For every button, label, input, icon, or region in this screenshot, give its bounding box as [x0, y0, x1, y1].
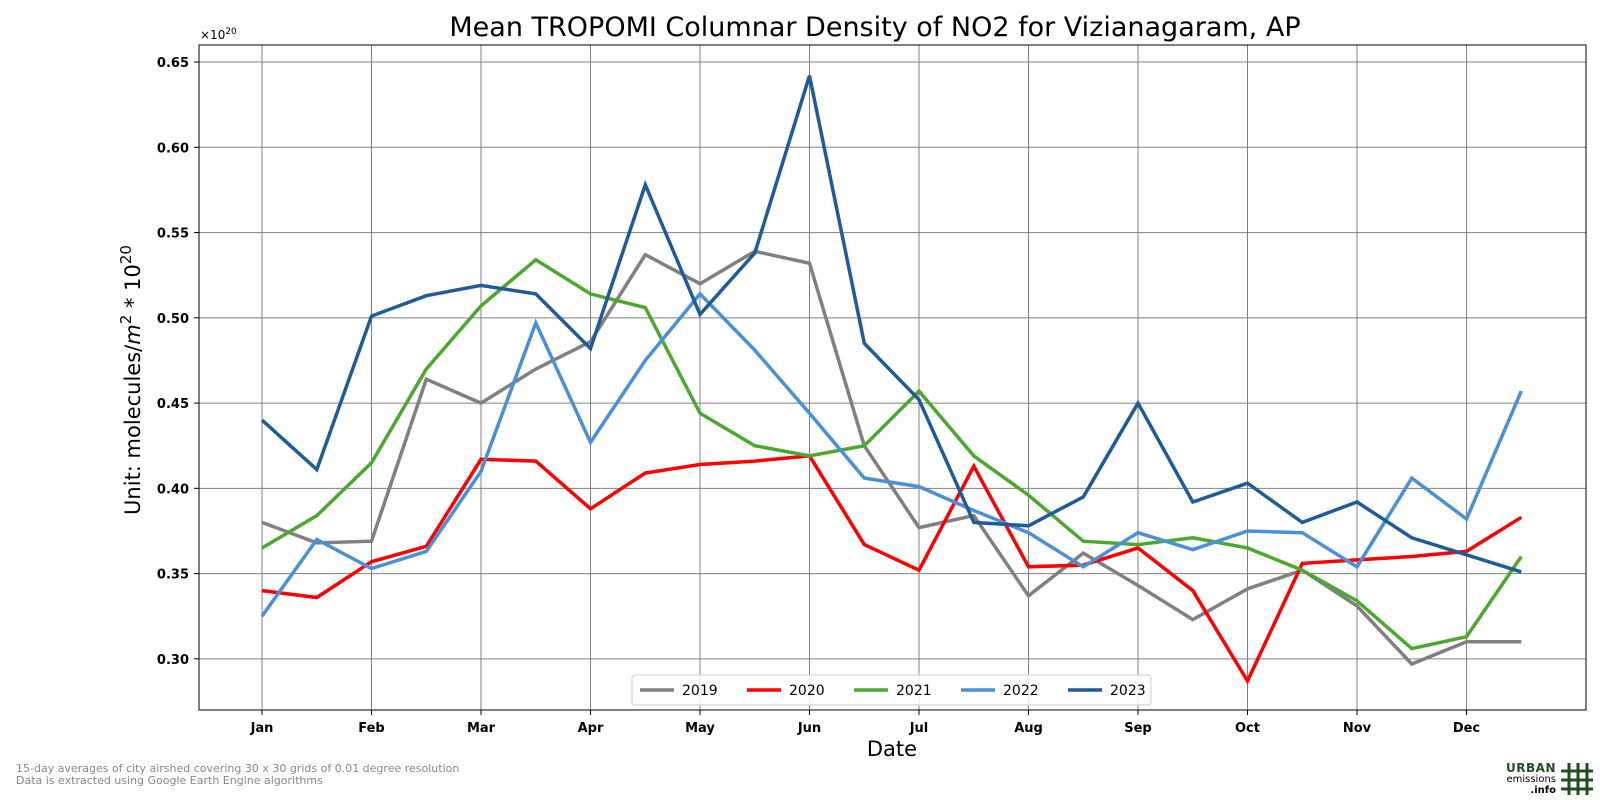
legend-label-2020: 2020 — [789, 683, 825, 699]
grid-logo-icon — [1561, 763, 1593, 795]
logo-info-text: .info — [1530, 784, 1556, 796]
y-tick-label: 0.55 — [157, 227, 189, 242]
x-tick-label: Jan — [250, 721, 274, 736]
x-axis-title: Date — [867, 737, 917, 761]
x-tick-label: May — [685, 721, 715, 736]
series-line-2023 — [260, 75, 1522, 574]
x-tick-label: Oct — [1235, 721, 1260, 736]
y-tick-label: 0.30 — [157, 653, 189, 668]
x-tick-label: Dec — [1453, 721, 1480, 736]
y-tick-label: 0.45 — [157, 397, 189, 412]
x-tick-label: Jun — [797, 721, 821, 736]
x-tick-label: Feb — [358, 721, 384, 736]
legend-label-2021: 2021 — [896, 683, 932, 699]
series-line-2022 — [260, 291, 1523, 618]
legend-box — [631, 674, 1152, 706]
series-line-2021 — [261, 257, 1523, 651]
y-tick-label: 0.60 — [157, 141, 189, 156]
legend-label-2023: 2023 — [1110, 683, 1146, 699]
y-axis-title: Unit: molecules/m2 * 1020 — [117, 245, 145, 515]
y-tick-label: 0.65 — [157, 56, 189, 71]
chart-title: Mean TROPOMI Columnar Density of NO2 for… — [449, 12, 1300, 43]
y-axis-offset-label: ×1020 — [200, 27, 237, 42]
x-tick-label: Mar — [467, 721, 496, 736]
urban-emissions-logo: URBAN emissions .info — [1506, 762, 1594, 796]
y-tick-label: 0.40 — [157, 482, 189, 497]
logo-emissions-text: emissions — [1506, 773, 1556, 785]
series-lines — [260, 75, 1523, 685]
x-tick-label: Jul — [909, 721, 929, 736]
grid — [199, 45, 1586, 710]
series-line-2020 — [261, 454, 1523, 685]
logo-text: URBAN emissions .info — [1506, 760, 1556, 796]
x-tick-label: Apr — [578, 721, 604, 736]
x-tick-label: Nov — [1343, 721, 1372, 736]
x-tick-label: Aug — [1014, 721, 1043, 736]
footnote-line-1: 15-day averages of city airshed covering… — [16, 762, 460, 775]
plot-frame — [198, 44, 1587, 711]
legend: 2019 2020 2021 2022 2023 — [631, 674, 1152, 706]
logo-urban-text: URBAN — [1506, 760, 1556, 775]
y-tick-label: 0.35 — [157, 568, 189, 583]
x-tick-label: Sep — [1124, 721, 1152, 736]
series-line-2019 — [261, 249, 1522, 667]
y-tick-label: 0.50 — [157, 312, 189, 327]
footnote-line-2: Data is extracted using Google Earth Eng… — [16, 774, 323, 787]
legend-label-2019: 2019 — [682, 683, 718, 699]
legend-label-2022: 2022 — [1003, 683, 1039, 699]
x-tick-labels: Jan Feb Mar Apr May Jun Jul Aug Sep Oct Nov Dec — [250, 710, 1480, 736]
y-tick-labels: 0.30 0.35 0.40 0.45 0.50 0.55 0.60 0.65 — [157, 56, 199, 668]
